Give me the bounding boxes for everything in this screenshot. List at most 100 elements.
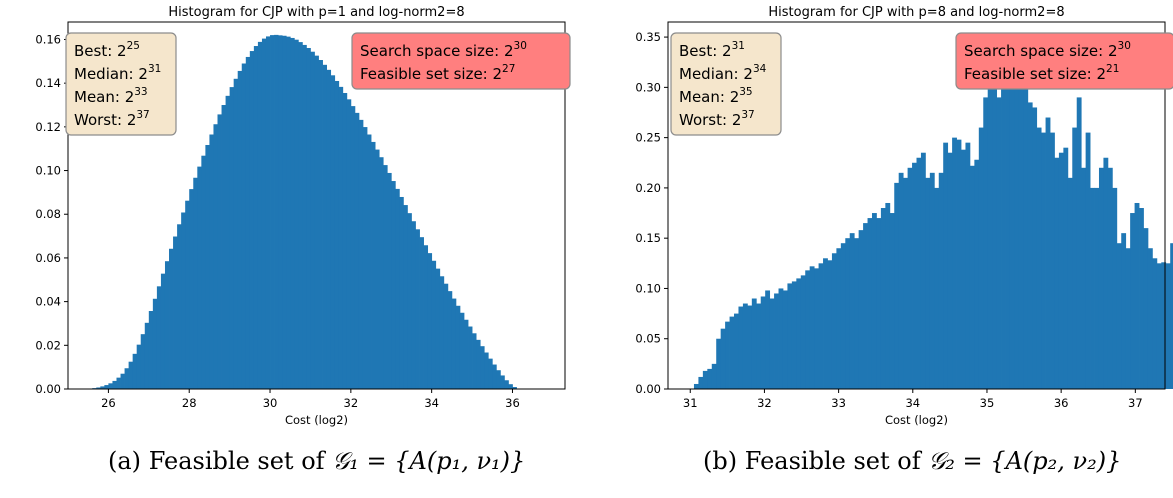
histogram-bar <box>1134 202 1140 389</box>
size-box-line: Feasible set size: 227 <box>360 63 515 83</box>
histogram-bar <box>508 384 513 389</box>
histogram-bar <box>237 70 243 389</box>
x-axis-label: Cost (log2) <box>285 413 348 427</box>
histogram-bar <box>1085 132 1091 390</box>
histogram-bar <box>371 141 376 389</box>
size-box-line: Search space size: 230 <box>360 40 527 60</box>
histogram-bar <box>185 200 190 389</box>
stats-box-line: Best: 231 <box>679 40 745 60</box>
histogram-bar <box>769 298 775 389</box>
caption-a-text: Feasible set of <box>148 447 325 475</box>
histogram-bar <box>294 39 299 389</box>
histogram-bar <box>934 187 940 389</box>
histogram-bar <box>876 218 882 389</box>
caption-a-math: 𝒢₁ = {A(p₁, ν₁)} <box>332 447 526 475</box>
histogram-bar <box>213 124 218 389</box>
y-tick-label: 0.20 <box>635 181 661 195</box>
histogram-bar <box>1161 262 1167 389</box>
stats-box-line: Worst: 237 <box>679 109 755 129</box>
histogram-bar <box>1041 132 1046 390</box>
histogram-bar <box>399 196 404 389</box>
histogram-bar <box>451 298 457 389</box>
caption-b-tag: (b) <box>703 447 738 475</box>
histogram-bar <box>1032 107 1038 389</box>
histogram-bar <box>836 248 842 389</box>
histogram-bar <box>387 172 392 389</box>
histogram-bar <box>707 368 713 389</box>
histogram-bar <box>354 112 360 389</box>
histogram-bar <box>484 352 489 389</box>
histogram-bar <box>124 368 130 389</box>
histogram-bar <box>447 291 453 389</box>
x-tick-label: 36 <box>1054 396 1069 410</box>
histogram-bar <box>144 322 150 389</box>
histogram-bar <box>863 223 868 389</box>
histogram-bar <box>221 105 226 389</box>
histogram-bar <box>1139 208 1144 389</box>
histogram-bar <box>177 224 182 389</box>
histogram-bar <box>858 230 864 389</box>
histogram-bar <box>1170 243 1173 389</box>
histogram-bar <box>1014 72 1020 389</box>
histogram-bar <box>796 278 802 389</box>
histogram-bar <box>338 86 344 389</box>
histogram-bar <box>1018 52 1024 390</box>
histogram-bar <box>1107 167 1113 389</box>
histogram-bar <box>1103 157 1109 389</box>
histogram-bar <box>350 106 356 390</box>
y-tick-label: 0.35 <box>635 30 661 44</box>
histogram-bar <box>379 157 384 389</box>
histogram-bar <box>831 253 837 389</box>
histogram-bar <box>952 137 957 389</box>
chart-title: Histogram for CJP with p=1 and log-norm2… <box>168 5 464 20</box>
histogram-bar <box>1001 82 1006 389</box>
histogram-bar <box>435 268 441 389</box>
histogram-bar <box>992 77 998 390</box>
histogram-bar <box>1027 102 1033 389</box>
histogram-bar <box>314 55 319 390</box>
histogram-bar <box>925 177 931 389</box>
histogram-bar <box>920 152 926 389</box>
x-tick-label: 30 <box>263 396 278 410</box>
histogram-bar <box>140 334 146 389</box>
histogram-bar <box>947 152 953 389</box>
histogram-bar <box>136 344 142 389</box>
histogram-bar <box>274 34 279 389</box>
histogram-bar <box>253 46 259 390</box>
histogram-bar <box>298 42 303 389</box>
histogram-bar <box>326 69 332 390</box>
caption-b-text: Feasible set of <box>744 447 921 475</box>
histogram-bar <box>342 92 348 390</box>
y-tick-label: 0.04 <box>35 295 61 309</box>
histogram-bar <box>1121 233 1127 389</box>
histogram-bar <box>229 87 235 389</box>
histogram-bar <box>916 157 922 389</box>
stats-box-line: Best: 225 <box>74 40 140 60</box>
histogram-bar <box>310 51 315 389</box>
histogram-bar <box>1094 187 1100 389</box>
y-tick-label: 0.08 <box>35 207 61 221</box>
size-box-line: Feasible set size: 221 <box>964 63 1119 83</box>
y-tick-label: 0.00 <box>635 382 661 396</box>
histogram-bar <box>480 346 485 389</box>
histogram-bar <box>1147 248 1153 389</box>
histogram-bar <box>987 87 993 389</box>
histogram-bar <box>800 275 806 389</box>
histogram-bar <box>169 248 174 389</box>
x-tick-label: 35 <box>980 396 995 410</box>
histogram-bar <box>455 305 461 389</box>
x-tick-label: 32 <box>344 396 359 410</box>
histogram-bar <box>209 134 214 389</box>
histogram-bar <box>840 243 846 389</box>
caption-a: (a) Feasible set of 𝒢₁ = {A(p₁, ν₁)} <box>108 447 525 475</box>
histogram-bar <box>492 364 497 389</box>
x-tick-label: 31 <box>683 396 698 410</box>
histogram-bar <box>302 44 307 389</box>
histogram-bar <box>189 189 194 389</box>
histogram-bar <box>468 326 473 389</box>
histogram-bar <box>512 387 517 389</box>
x-tick-label: 32 <box>757 396 772 410</box>
histogram-bar <box>898 172 904 389</box>
histogram-bar <box>257 41 263 390</box>
histogram-bar <box>504 380 509 389</box>
